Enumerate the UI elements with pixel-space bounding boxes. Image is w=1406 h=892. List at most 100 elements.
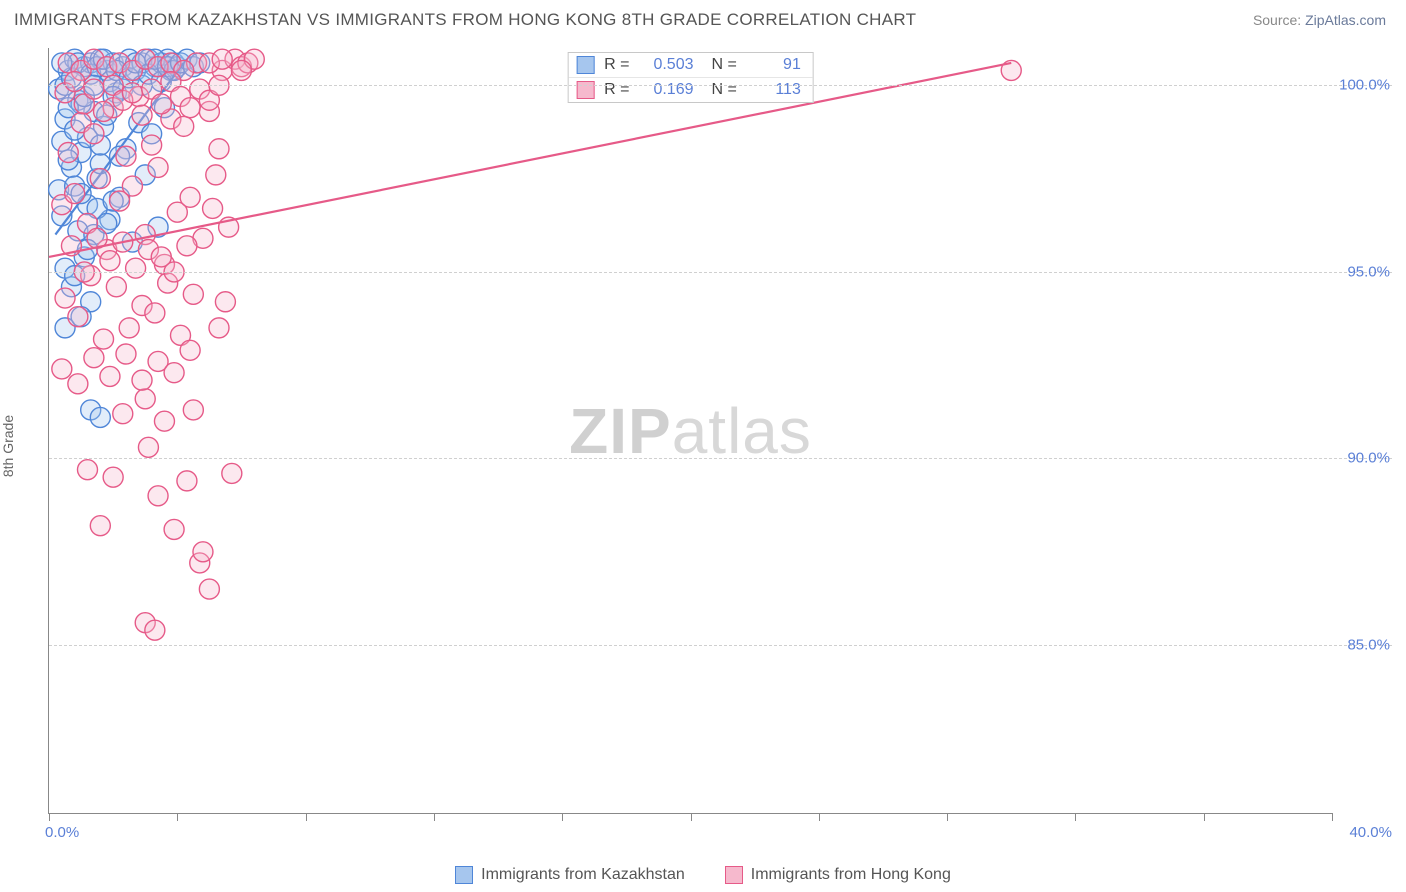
chart-title: IMMIGRANTS FROM KAZAKHSTAN VS IMMIGRANTS…: [14, 10, 916, 30]
plot-region: ZIPatlas R =0.503N =91R =0.169N =113 0.0…: [48, 48, 1332, 814]
x-tick: [562, 813, 563, 821]
gridline: [49, 85, 1392, 86]
x-tick: [1332, 813, 1333, 821]
data-point: [55, 288, 75, 308]
data-point: [180, 187, 200, 207]
data-point: [90, 407, 110, 427]
correlation-row: R = 0.503 N = 91: [568, 53, 813, 77]
data-point: [77, 460, 97, 480]
data-point: [90, 516, 110, 536]
x-axis-max-label: 40.0%: [1349, 824, 1392, 841]
r-value: 0.169: [640, 81, 694, 99]
data-point: [126, 258, 146, 278]
x-axis-min-label: 0.0%: [45, 824, 79, 841]
data-point: [177, 236, 197, 256]
data-point: [148, 157, 168, 177]
data-point: [177, 471, 197, 491]
data-point: [65, 184, 85, 204]
data-point: [212, 49, 232, 69]
series-legend: Immigrants from Kazakhstan Immigrants fro…: [0, 866, 1406, 884]
data-point: [94, 329, 114, 349]
data-point: [142, 135, 162, 155]
y-tick-label: 90.0%: [1347, 450, 1390, 467]
y-tick-label: 85.0%: [1347, 637, 1390, 654]
data-point: [132, 370, 152, 390]
legend-item: Immigrants from Hong Kong: [725, 866, 951, 884]
x-tick: [434, 813, 435, 821]
data-point: [148, 486, 168, 506]
y-tick-label: 100.0%: [1339, 77, 1390, 94]
x-tick: [306, 813, 307, 821]
legend-item: Immigrants from Kazakhstan: [455, 866, 685, 884]
n-label: N =: [712, 56, 737, 74]
chart-source: Source: ZipAtlas.com: [1253, 12, 1386, 28]
data-point: [154, 411, 174, 431]
data-point: [84, 348, 104, 368]
x-tick: [1075, 813, 1076, 821]
scatter-svg: [49, 48, 1332, 813]
data-point: [122, 176, 142, 196]
legend-swatch: [725, 866, 743, 884]
data-point: [145, 620, 165, 640]
data-point: [231, 60, 251, 80]
source-link[interactable]: ZipAtlas.com: [1305, 12, 1386, 28]
data-point: [132, 105, 152, 125]
data-point: [116, 146, 136, 166]
x-tick: [49, 813, 50, 821]
data-point: [113, 404, 133, 424]
r-label: R =: [604, 56, 629, 74]
data-point: [203, 198, 223, 218]
n-value: 91: [747, 56, 801, 74]
chart-area: 8th Grade ZIPatlas R =0.503N =91R =0.169…: [14, 48, 1392, 844]
data-point: [193, 542, 213, 562]
data-point: [116, 344, 136, 364]
data-point: [206, 165, 226, 185]
source-label: Source:: [1253, 12, 1301, 28]
legend-swatch: [576, 56, 594, 74]
legend-swatch: [455, 866, 473, 884]
data-point: [164, 519, 184, 539]
data-point: [145, 303, 165, 323]
data-point: [183, 284, 203, 304]
r-label: R =: [604, 81, 629, 99]
data-point: [58, 142, 78, 162]
gridline: [49, 458, 1392, 459]
gridline: [49, 645, 1392, 646]
legend-label: Immigrants from Kazakhstan: [481, 866, 685, 884]
data-point: [65, 72, 85, 92]
data-point: [90, 169, 110, 189]
x-tick: [177, 813, 178, 821]
data-point: [209, 139, 229, 159]
data-point: [119, 318, 139, 338]
data-point: [164, 363, 184, 383]
data-point: [68, 374, 88, 394]
gridline: [49, 272, 1392, 273]
data-point: [174, 116, 194, 136]
correlation-row: R = 0.169 N = 113: [568, 77, 813, 102]
data-point: [68, 307, 88, 327]
data-point: [151, 94, 171, 114]
data-point: [135, 389, 155, 409]
data-point: [84, 124, 104, 144]
data-point: [183, 400, 203, 420]
data-point: [209, 318, 229, 338]
data-point: [222, 463, 242, 483]
n-label: N =: [712, 81, 737, 99]
data-point: [180, 98, 200, 118]
legend-label: Immigrants from Hong Kong: [751, 866, 951, 884]
correlation-legend: R = 0.503 N = 91 R = 0.169 N = 113: [567, 52, 814, 103]
x-tick: [947, 813, 948, 821]
data-point: [138, 437, 158, 457]
data-point: [84, 79, 104, 99]
chart-header: IMMIGRANTS FROM KAZAKHSTAN VS IMMIGRANTS…: [0, 0, 1406, 40]
x-tick: [1204, 813, 1205, 821]
r-value: 0.503: [640, 56, 694, 74]
data-point: [103, 467, 123, 487]
data-point: [100, 366, 120, 386]
n-value: 113: [747, 81, 801, 99]
y-axis-label: 8th Grade: [0, 415, 16, 477]
data-point: [215, 292, 235, 312]
x-tick: [691, 813, 692, 821]
x-tick: [819, 813, 820, 821]
data-point: [94, 101, 114, 121]
